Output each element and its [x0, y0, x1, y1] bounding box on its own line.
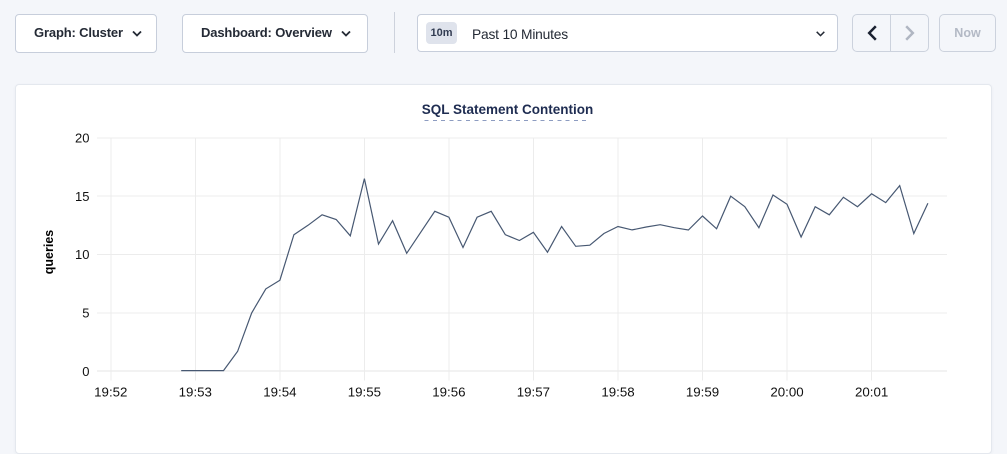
svg-text:20:00: 20:00 — [770, 384, 803, 399]
svg-text:19:54: 19:54 — [263, 384, 296, 399]
svg-text:queries: queries — [42, 230, 56, 275]
svg-text:19:59: 19:59 — [686, 384, 719, 399]
svg-text:5: 5 — [82, 306, 89, 321]
svg-text:19:57: 19:57 — [517, 384, 550, 399]
svg-text:19:55: 19:55 — [348, 384, 381, 399]
svg-text:20: 20 — [75, 131, 89, 146]
svg-text:20:01: 20:01 — [855, 384, 888, 399]
svg-text:15: 15 — [75, 189, 89, 204]
svg-text:19:56: 19:56 — [432, 384, 465, 399]
svg-text:19:58: 19:58 — [601, 384, 634, 399]
svg-text:19:52: 19:52 — [94, 384, 127, 399]
svg-text:19:53: 19:53 — [179, 384, 212, 399]
svg-text:10: 10 — [75, 247, 89, 262]
svg-text:0: 0 — [82, 364, 89, 379]
